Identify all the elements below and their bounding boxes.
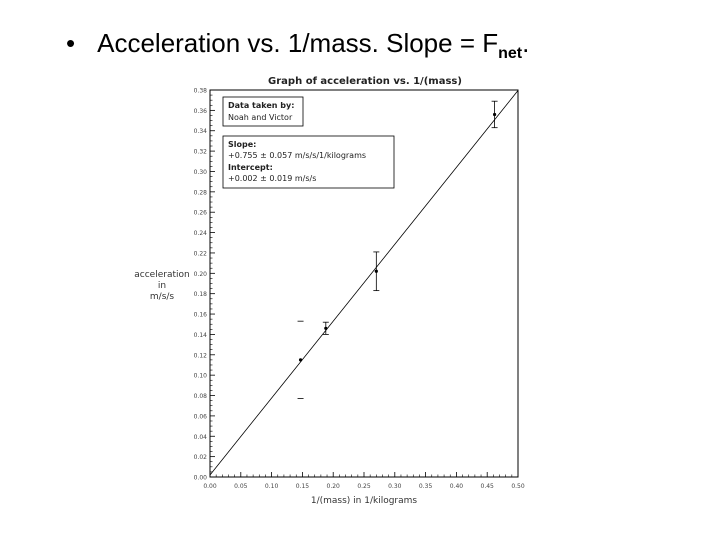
x-tick-label: 0.30: [388, 483, 402, 490]
y-tick-label: 0.38: [194, 88, 208, 95]
data-point: [374, 269, 378, 273]
x-tick-label: 0.05: [234, 483, 248, 490]
x-tick-label: 0.00: [203, 483, 217, 490]
title-end: .: [522, 28, 530, 58]
ylabel-line-2: in: [158, 281, 166, 291]
fit-line: [209, 90, 519, 476]
x-tick-label: 0.25: [357, 483, 371, 490]
legend-intercept-label: Intercept:: [228, 163, 273, 172]
x-axis-label: 1/(mass) in 1/kilograms: [311, 496, 418, 506]
y-tick-label: 0.12: [194, 352, 208, 359]
y-tick-label: 0.32: [194, 149, 208, 156]
x-tick-label: 0.10: [265, 483, 279, 490]
y-tick-label: 0.02: [194, 454, 208, 461]
x-tick-label: 0.35: [419, 483, 433, 490]
y-axis-ticks: 0.00 0.02 0.04 0.06 0.08 0.10 0.12 0.14 0.16 0.18…: [194, 88, 215, 482]
y-tick-label: 0.36: [194, 108, 208, 115]
slide-title: • Acceleration vs. 1/mass. Slope = Fnet.: [66, 28, 529, 63]
title-subscript: net: [498, 45, 523, 62]
title-text: Acceleration vs. 1/mass. Slope = F: [97, 28, 499, 58]
bullet: •: [66, 28, 76, 58]
data-points: [297, 100, 498, 399]
x-tick-label: 0.15: [296, 483, 310, 490]
y-tick-label: 0.16: [194, 312, 208, 319]
y-tick-label: 0.06: [194, 413, 208, 420]
x-tick-label: 0.40: [450, 483, 464, 490]
x-tick-label: 0.45: [481, 483, 495, 490]
y-tick-label: 0.24: [194, 230, 208, 237]
data-point: [298, 358, 303, 362]
chart-title: Graph of acceleration vs. 1/(mass): [268, 76, 462, 87]
y-tick-label: 0.26: [194, 210, 208, 217]
legend-fit-box: [222, 135, 395, 189]
legend-names-box: [222, 96, 304, 127]
ylabel-line-1: acceleration: [134, 270, 189, 280]
legend-names: Noah and Victor: [228, 113, 293, 122]
legend-slope-label: Slope:: [228, 140, 256, 149]
y-tick-label: 0.30: [194, 169, 208, 176]
legend-heading: Data taken by:: [228, 101, 294, 110]
ylabel-line-3: m/s/s: [150, 292, 175, 302]
legend-box: Data taken by: Noah and Victor Slope: +0…: [222, 96, 395, 189]
y-tick-label: 0.18: [194, 291, 208, 298]
x-tick-label: 0.20: [327, 483, 341, 490]
data-point: [492, 112, 497, 117]
y-axis-label: acceleration in m/s/s: [134, 270, 189, 302]
y-tick-label: 0.22: [194, 250, 208, 257]
y-tick-label: 0.08: [194, 393, 208, 400]
legend-slope-value: +0.755 ± 0.057 m/s/s/1/kilograms: [228, 151, 366, 160]
y-tick-label: 0.14: [194, 332, 208, 339]
y-tick-label: 0.20: [194, 271, 208, 278]
y-tick-label: 0.00: [194, 475, 208, 482]
x-axis-ticks: 0.00 0.05 0.10 0.15 0.20 0.25 0.30 0.35 0.40 0.45…: [203, 472, 525, 490]
data-point: [324, 326, 328, 330]
x-tick-label: 0.50: [511, 483, 525, 490]
y-tick-label: 0.04: [194, 434, 208, 441]
y-tick-label: 0.34: [194, 128, 208, 135]
y-tick-label: 0.10: [194, 373, 208, 380]
y-tick-label: 0.28: [194, 189, 208, 196]
legend-intercept-value: +0.002 ± 0.019 m/s/s: [228, 174, 316, 183]
